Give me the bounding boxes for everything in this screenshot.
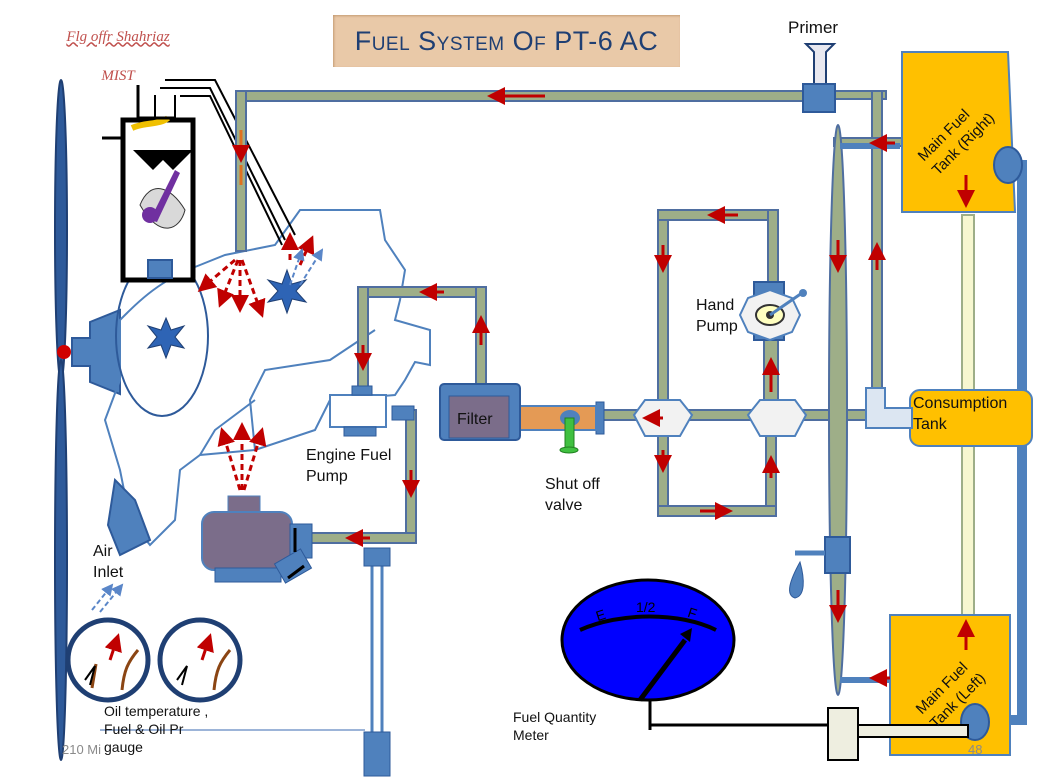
gauges-caption: Oil temperature , Fuel & Oil Pr gauge (104, 703, 209, 756)
cross-valve-right (746, 399, 808, 437)
primer-label: Primer (788, 18, 839, 37)
pump-port (363, 547, 391, 567)
gauge-line (370, 560, 384, 740)
drain-valve[interactable] (789, 536, 851, 599)
consumption-tank-fitting (865, 387, 913, 429)
consumption-tank-label: Consumption Tank (913, 395, 1008, 433)
fuel-pipes (235, 90, 975, 616)
compressor-burst (146, 316, 186, 360)
author-org: MIST (101, 67, 135, 84)
shut-off-valve[interactable] (509, 401, 597, 454)
hand-pump[interactable] (738, 281, 807, 342)
title-banner: Fuel System Of PT-6 AC (333, 15, 680, 67)
footer-left: 210 Mi (62, 742, 102, 757)
author-block: Flg offr Shahriaz MIST (48, 8, 188, 106)
air-flow-arrows (91, 248, 324, 613)
fuel-flow-arrows (232, 87, 975, 687)
fuel-control-unit (201, 495, 313, 584)
hand-pump-label: Hand Pump (696, 297, 738, 335)
engine-cylinder (102, 85, 196, 283)
tank-right-outlet (993, 146, 1023, 184)
main-tank-right (901, 51, 1017, 213)
author-name: Flg offr Shahriaz (66, 28, 170, 45)
air-inlet-label: Air Inlet (93, 543, 124, 581)
oil-gauge-2 (157, 617, 243, 703)
page-title: Fuel System Of PT-6 AC (354, 25, 659, 56)
fuel-quantity-meter (560, 578, 736, 702)
primer[interactable] (802, 43, 837, 113)
filter-label: Filter (457, 411, 493, 428)
combustion-burst (266, 268, 308, 315)
engine-fuel-pump (329, 385, 415, 437)
page-number: 48 (968, 742, 983, 757)
propeller (54, 79, 121, 761)
oil-gauge-1 (65, 617, 151, 703)
engine-fuel-pump-label: Engine Fuel Pump (306, 447, 392, 485)
gauge-port (363, 731, 391, 777)
filter (439, 383, 521, 441)
shut-off-valve-label: Shut off valve (545, 476, 600, 514)
fuel-quantity-meter-label: Fuel Quantity Meter (513, 709, 597, 744)
fuel-lines-to-nozzle (160, 79, 296, 246)
exhaust-flow-arrows (197, 232, 315, 491)
float-sender (827, 707, 969, 761)
meter-mark-half: 1/2 (636, 599, 656, 615)
meter-wire (648, 700, 830, 730)
valve-flange (595, 401, 605, 435)
